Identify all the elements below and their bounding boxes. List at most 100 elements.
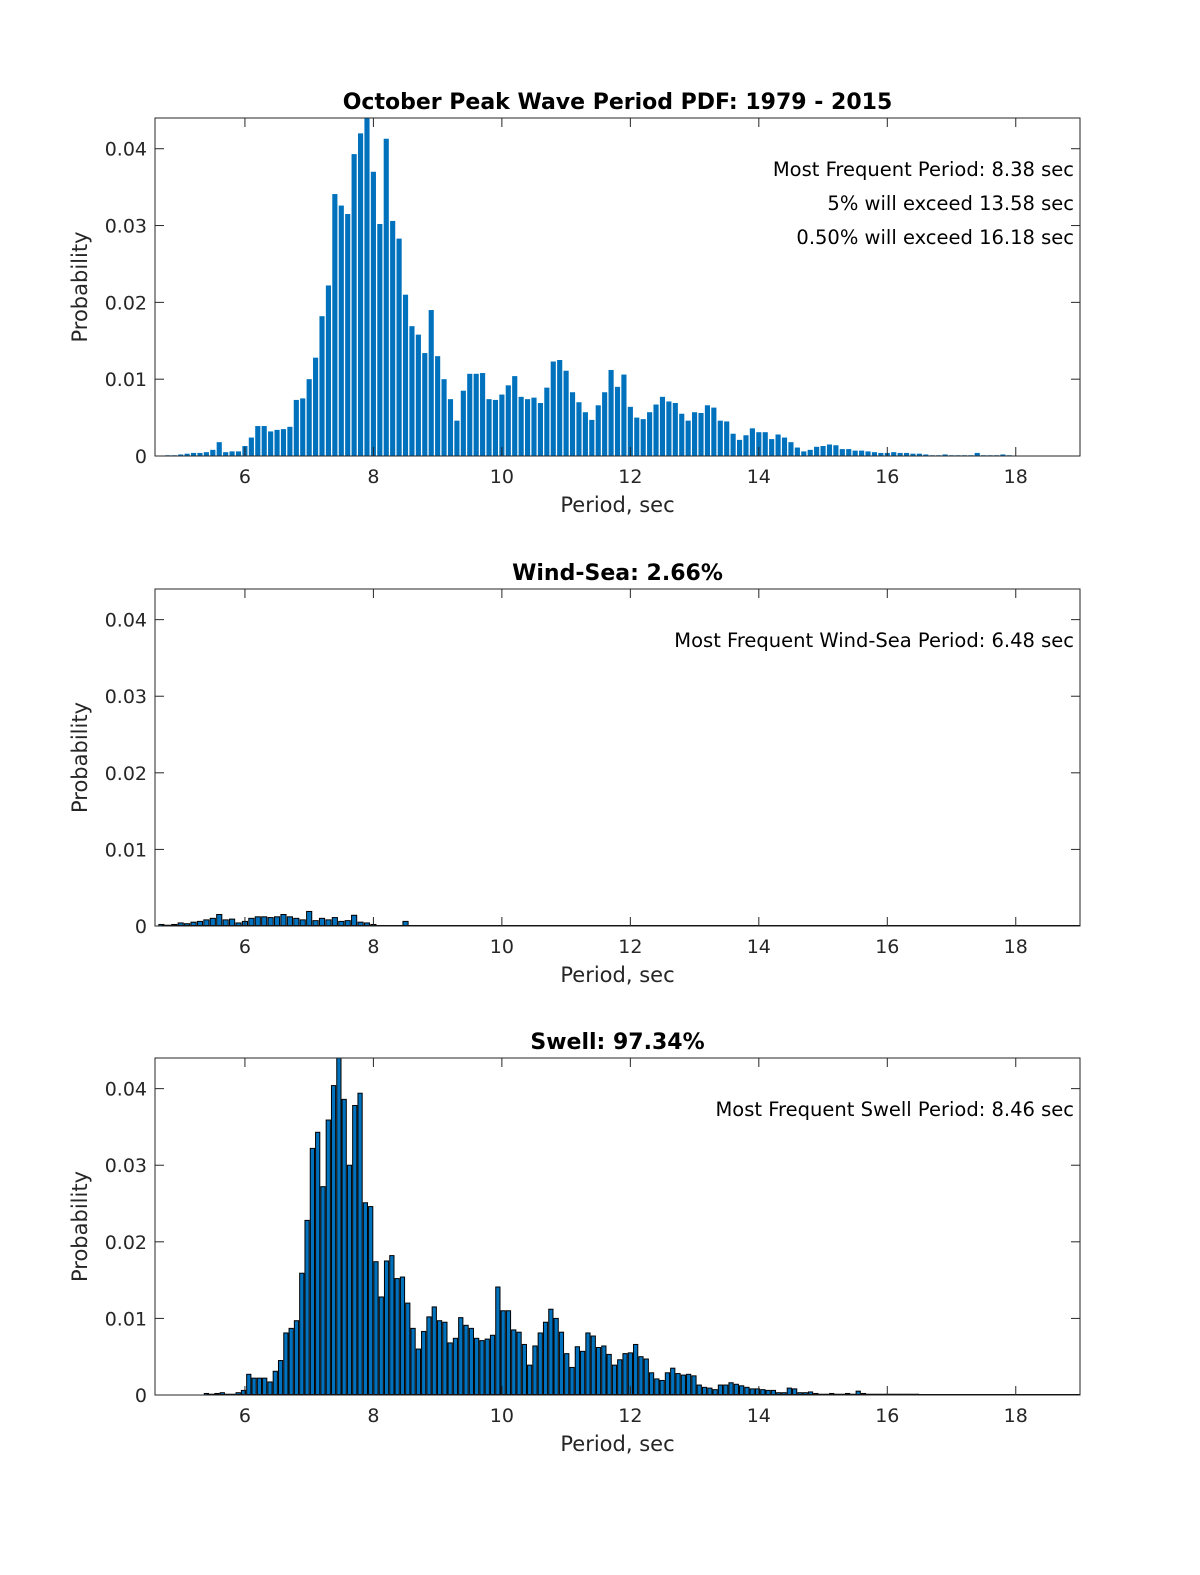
bar [345, 214, 351, 456]
bar [402, 920, 409, 926]
bar [760, 1389, 766, 1395]
bar [261, 916, 268, 926]
axes-box [154, 117, 1081, 457]
chart-annotation: Most Frequent Period: 8.38 sec [773, 158, 1074, 181]
x-tick-label: 6 [239, 466, 251, 488]
bar [781, 437, 788, 456]
bar [589, 419, 595, 456]
y-tick-label: 0.03 [105, 686, 147, 708]
bar [516, 1331, 522, 1395]
bar [338, 920, 345, 926]
bar [614, 386, 621, 456]
axes-box [154, 588, 1081, 927]
bar [608, 369, 614, 456]
bar [602, 392, 608, 456]
chart-title: October Peak Wave Period PDF: 1979 - 201… [343, 90, 893, 115]
chart-annotation: Most Frequent Wind-Sea Period: 6.48 sec [674, 629, 1074, 652]
bar [542, 1321, 549, 1395]
y-tick-label: 0 [135, 446, 147, 468]
bar [473, 373, 479, 456]
bar [622, 1353, 628, 1395]
bar [352, 1104, 358, 1395]
bar [319, 316, 325, 456]
bar [680, 1374, 686, 1395]
bar [184, 453, 190, 456]
bar [209, 917, 216, 926]
bar [550, 361, 556, 456]
x-axis-label: Period, sec [560, 493, 674, 517]
bar [531, 397, 537, 456]
bar [325, 1119, 331, 1395]
bar [685, 420, 691, 456]
axes-box [154, 1057, 1081, 1396]
bar [765, 1389, 771, 1395]
y-tick-label: 0.01 [105, 1308, 147, 1330]
bar [537, 403, 543, 456]
bar [580, 1350, 586, 1395]
bar [309, 1147, 316, 1395]
chart-annotation: 0.50% will exceed 16.18 sec [796, 226, 1074, 249]
bar [865, 451, 871, 456]
bar [582, 412, 588, 456]
bar [325, 285, 332, 456]
bar [338, 205, 344, 456]
bar [833, 445, 839, 456]
bar [320, 1186, 326, 1395]
chart-panel-3: 6 8 10 12 14 16 18 0 0.01 0.02 0.03 0.04 Swell: 97.3… [68, 1030, 1081, 1456]
x-tick-label: 18 [1004, 466, 1028, 488]
bar [633, 1343, 639, 1395]
bar [670, 1367, 676, 1395]
bar [634, 417, 640, 456]
bar [223, 452, 229, 456]
bar [377, 224, 383, 456]
bar [696, 1384, 702, 1395]
bar [463, 1324, 469, 1395]
bar [235, 451, 242, 456]
bar [891, 452, 897, 456]
bar [467, 373, 473, 456]
bar [178, 454, 184, 456]
x-tick-label: 8 [367, 1405, 379, 1427]
bar [611, 1364, 618, 1395]
x-tick-label: 6 [239, 1405, 251, 1427]
bar [564, 1353, 570, 1395]
bar [362, 1202, 368, 1395]
bar [383, 138, 389, 456]
bar [574, 1346, 580, 1395]
bar [532, 1345, 538, 1395]
bar [306, 910, 313, 926]
bar [436, 1320, 443, 1395]
bar [256, 1377, 263, 1395]
bar [544, 387, 550, 456]
x-tick-label: 18 [1004, 1405, 1028, 1427]
bar [666, 401, 672, 456]
bar [346, 1164, 353, 1395]
bar [788, 442, 794, 456]
bar [518, 396, 524, 456]
x-tick-label: 8 [367, 466, 379, 488]
chart-panel-2: 6 8 10 12 14 16 18 0 0.01 0.02 0.03 0.04 Wind-Sea: 2… [68, 561, 1081, 987]
bar [304, 1219, 310, 1395]
bar [283, 1332, 289, 1395]
bar [480, 373, 486, 456]
bar [421, 1330, 427, 1395]
bar [736, 439, 743, 456]
bar [648, 1372, 655, 1395]
x-tick-label: 16 [875, 936, 899, 958]
bar [197, 452, 203, 456]
bar [723, 1384, 729, 1395]
bar [910, 453, 916, 456]
bar [261, 426, 267, 456]
bar [563, 370, 569, 456]
bar [248, 437, 254, 456]
bar [399, 1276, 406, 1395]
bar [717, 1384, 724, 1395]
bar [255, 426, 261, 456]
y-tick-label: 0.03 [105, 1155, 147, 1177]
bar [273, 916, 281, 926]
y-tick-label: 0.01 [105, 369, 147, 391]
chart-annotation: 5% will exceed 13.58 sec [827, 192, 1074, 215]
x-tick-label: 10 [490, 1405, 514, 1427]
bar [251, 1377, 257, 1395]
x-tick-label: 14 [747, 936, 771, 958]
